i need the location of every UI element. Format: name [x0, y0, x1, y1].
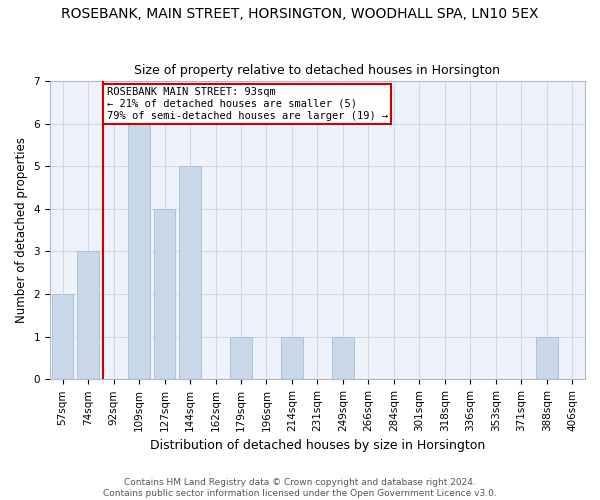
Bar [281, 336, 303, 380]
Bar [179, 166, 201, 380]
Bar [52, 294, 73, 380]
Bar [154, 209, 175, 380]
Text: ROSEBANK, MAIN STREET, HORSINGTON, WOODHALL SPA, LN10 5EX: ROSEBANK, MAIN STREET, HORSINGTON, WOODH… [61, 8, 539, 22]
Bar [128, 124, 150, 380]
Bar [77, 252, 99, 380]
Text: Contains HM Land Registry data © Crown copyright and database right 2024.
Contai: Contains HM Land Registry data © Crown c… [103, 478, 497, 498]
Title: Size of property relative to detached houses in Horsington: Size of property relative to detached ho… [134, 64, 500, 77]
Bar [230, 336, 252, 380]
X-axis label: Distribution of detached houses by size in Horsington: Distribution of detached houses by size … [150, 440, 485, 452]
Bar [536, 336, 557, 380]
Y-axis label: Number of detached properties: Number of detached properties [15, 137, 28, 323]
Bar [332, 336, 354, 380]
Text: ROSEBANK MAIN STREET: 93sqm
← 21% of detached houses are smaller (5)
79% of semi: ROSEBANK MAIN STREET: 93sqm ← 21% of det… [107, 88, 388, 120]
